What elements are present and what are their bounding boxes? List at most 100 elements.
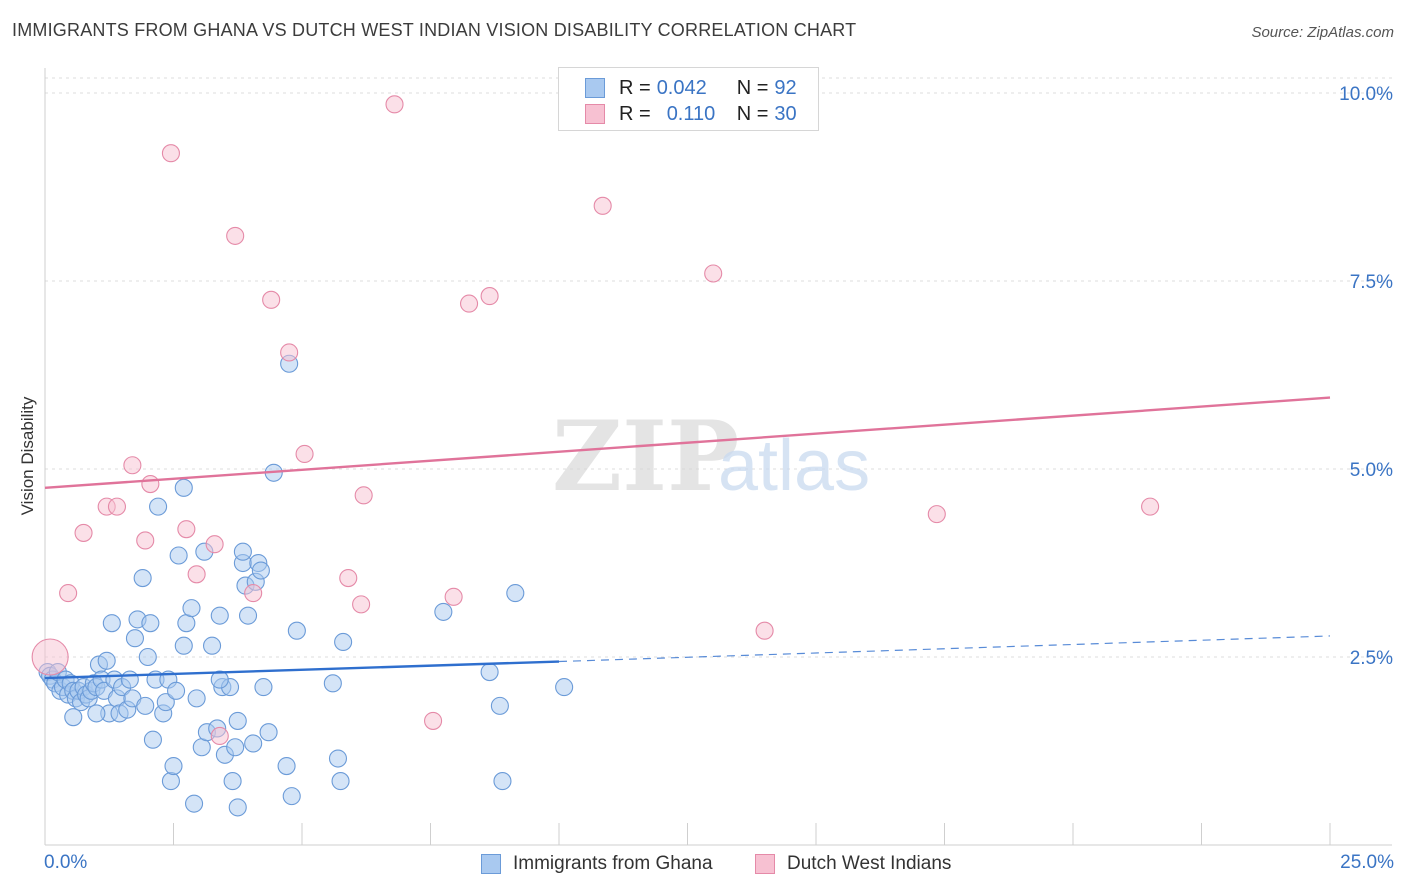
legend-r-label: R = [619, 102, 651, 125]
trend-lines [44, 396, 1331, 680]
ghana-point [97, 651, 116, 670]
dutch-west-indian-point [123, 456, 142, 475]
legend-n-label: N = [736, 76, 769, 99]
legend-r-label: R = [619, 76, 651, 99]
ghana-point [555, 678, 574, 697]
dutch-west-indians-trend-line [44, 396, 1331, 490]
ghana-point [238, 606, 258, 625]
ghana-point [323, 674, 342, 693]
ghana-point [506, 584, 525, 603]
y-axis-label: Vision Disability [18, 396, 37, 516]
ghana-point [102, 614, 121, 633]
ghana-point [334, 632, 353, 652]
dutch-west-indian-point [385, 95, 404, 114]
dutch-west-indian-point [704, 264, 723, 283]
ghana-point [174, 636, 193, 655]
ghana-point [287, 621, 306, 640]
ghana-point [480, 662, 499, 682]
ghana-trend-line [44, 660, 560, 680]
dutch-west-indian-point [226, 226, 245, 245]
dutch-west-indian-point [31, 638, 69, 676]
dutch-west-indian-point [107, 497, 127, 516]
dutch-west-indian-point [352, 595, 371, 614]
y-tick-label: 10.0% [1339, 84, 1393, 105]
dutch-west-indian-point [59, 584, 78, 603]
ghana-point [203, 636, 222, 655]
ghana-trend-line-extension [558, 635, 1331, 663]
dutch-west-indian-point [927, 505, 946, 524]
source-label: Source: ZipAtlas.com [1251, 24, 1394, 41]
ghana-point [328, 749, 348, 768]
dutch-west-indian-point [136, 531, 155, 550]
ghana-point [259, 723, 278, 742]
correlation-legend: R = 0.042 N = 92 R = 0.110 N = 30 [558, 67, 819, 131]
watermark-zip: ZIP [552, 400, 739, 513]
bottom-legend-label-ghana: Immigrants from Ghana [513, 853, 713, 874]
y-tick-label: 7.5% [1350, 272, 1393, 293]
series-dutch-west-indians [31, 95, 1160, 746]
ghana-point [133, 569, 152, 588]
ghana-point [87, 704, 106, 723]
dutch-west-indian-point [480, 287, 499, 306]
dutch-west-indian-point [210, 726, 229, 746]
ghana-point [185, 794, 204, 813]
bottom-legend-dutch-west-indians: Dutch West Indians [755, 852, 951, 876]
dutch-west-indian-point [339, 569, 358, 588]
ghana-point [254, 678, 273, 697]
ghana-point [244, 734, 263, 753]
ghana-point [228, 711, 247, 730]
ghana-point [161, 772, 180, 791]
ghana-point [277, 756, 296, 776]
ghana-point [223, 772, 242, 791]
ghana-point [149, 497, 168, 516]
dutch-west-indian-point [187, 565, 206, 584]
dutch-west-indian-point [205, 535, 224, 554]
ghana-point [120, 670, 139, 689]
ghana-point [493, 772, 512, 791]
x-tick-label-min: 0.0% [44, 852, 88, 873]
legend-n-label: N = [736, 102, 769, 125]
ghana-point [136, 696, 155, 715]
ghana-point [233, 542, 252, 561]
ghana-point [64, 708, 83, 727]
ghana-point [282, 787, 301, 806]
x-tick-label-max: 25.0% [1340, 852, 1394, 873]
ghana-point [138, 647, 157, 667]
series-immigrants-from-ghana [38, 354, 574, 817]
dutch-west-indian-point [444, 587, 463, 606]
ghana-point [141, 614, 160, 633]
ghana-point [192, 738, 211, 757]
legend-swatch-ghana [585, 78, 605, 98]
ghana-point [169, 546, 188, 565]
ghana-point [226, 738, 245, 757]
y-tick-label: 5.0% [1350, 460, 1393, 481]
ghana-point [164, 756, 183, 776]
y-tick-labels: 2.5% 5.0% 7.5% 10.0% [1339, 84, 1393, 669]
chart-title: IMMIGRANTS FROM GHANA VS DUTCH WEST INDI… [12, 20, 857, 40]
dutch-west-indian-point [161, 144, 180, 163]
ghana-point [187, 689, 206, 708]
ghana-point [251, 561, 270, 580]
dutch-west-indian-point [177, 520, 196, 539]
ghana-point [174, 478, 193, 497]
dutch-west-indian-point [755, 621, 774, 640]
legend-r-value: 0.110 [666, 102, 716, 125]
ghana-point [228, 798, 247, 817]
ghana-point [331, 772, 350, 791]
ghana-point [167, 681, 186, 700]
dutch-west-indian-point [280, 343, 299, 362]
legend-swatch-dutch-west-indians [585, 104, 605, 124]
legend-row-dutch-west-indians: R = 0.110 N = 30 [585, 102, 797, 126]
dutch-west-indian-point [244, 584, 263, 603]
dutch-west-indian-point [593, 196, 612, 215]
dutch-west-indian-point [459, 294, 479, 313]
bottom-legend-swatch-ghana [481, 854, 501, 874]
dutch-west-indian-point [262, 290, 281, 309]
legend-row-ghana: R = 0.042 N = 92 [585, 76, 797, 100]
dutch-west-indian-point [74, 523, 93, 542]
dutch-west-indian-point [424, 711, 443, 730]
bottom-legend-label-dutch-west-indians: Dutch West Indians [787, 853, 952, 874]
ghana-point [182, 599, 201, 618]
